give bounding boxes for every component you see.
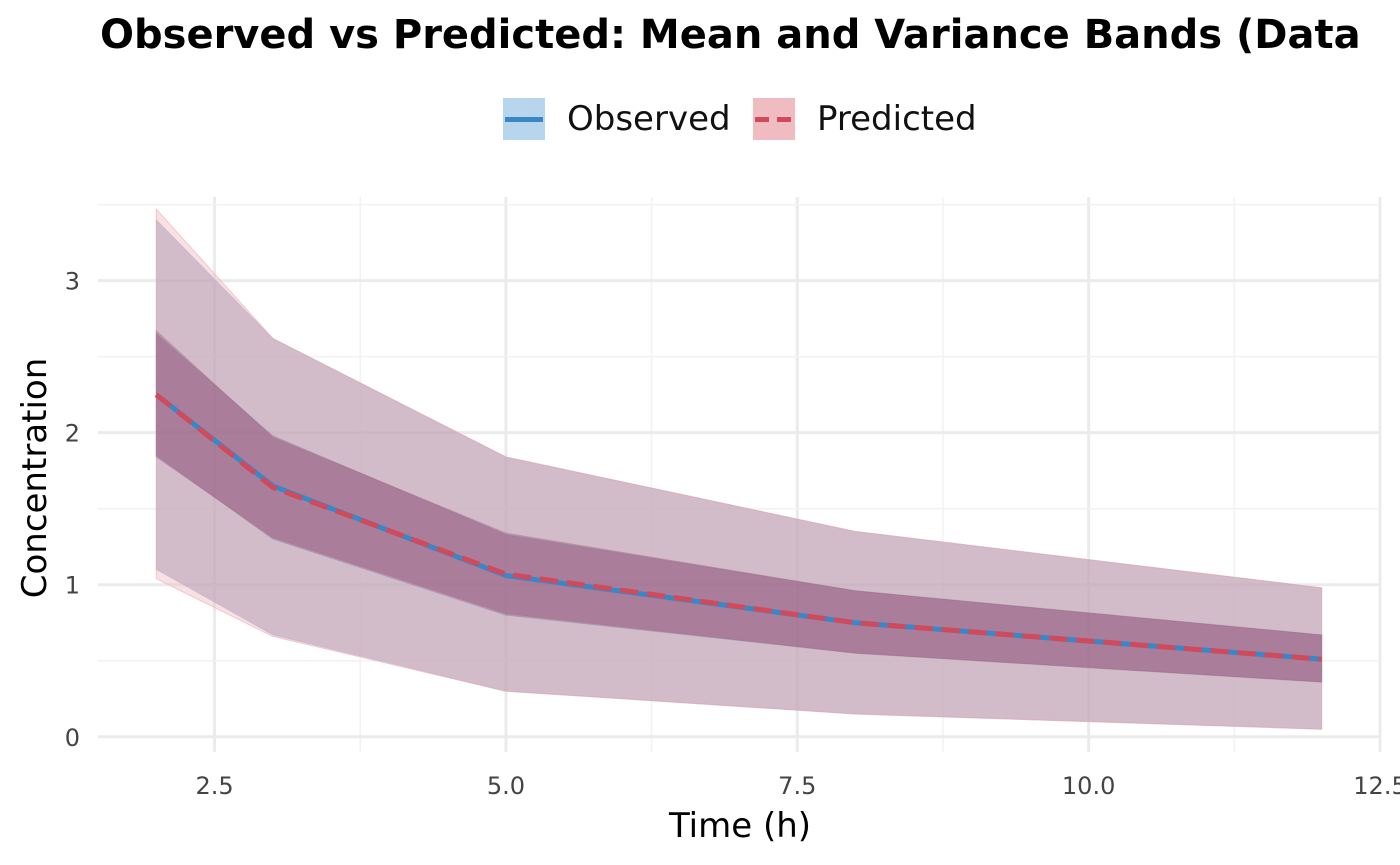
chart-title: Observed vs Predicted: Mean and Variance…: [100, 12, 1361, 58]
bands: [155, 207, 1323, 730]
x-tick-label: 5.0: [487, 772, 525, 800]
legend: Observed Predicted: [0, 96, 1400, 142]
legend-label-observed: Observed: [567, 99, 731, 139]
y-tick-label: 2: [65, 420, 80, 448]
legend-line-predicted: [755, 117, 793, 122]
tick-labels: 2.5 5.0 7.5 10.0 12.5 0 1 2 3: [65, 268, 1400, 800]
legend-label-predicted: Predicted: [817, 99, 977, 139]
mean-lines: [154, 392, 1322, 662]
x-tick-label: 2.5: [195, 772, 233, 800]
legend-item-predicted: Predicted: [753, 96, 977, 142]
x-tick-label: 12.5: [1353, 772, 1400, 800]
y-tick-label: 1: [65, 572, 80, 600]
legend-key-observed: [503, 98, 545, 140]
grid: [98, 197, 1382, 752]
legend-key-predicted: [753, 98, 795, 140]
y-tick-label: 0: [65, 724, 80, 752]
y-tick-label: 3: [65, 268, 80, 296]
x-axis-title: Time (h): [668, 806, 811, 846]
mean-line-predicted: [154, 392, 1322, 662]
outer-band-overlap: [156, 219, 1322, 730]
y-axis-title: Concentration: [15, 358, 55, 599]
x-tick-label: 7.5: [778, 772, 816, 800]
inner-band-predicted: [155, 329, 1323, 683]
inner-band-observed: [155, 332, 1323, 683]
legend-item-observed: Observed: [503, 96, 731, 142]
x-tick-label: 10.0: [1062, 772, 1115, 800]
legend-line-observed: [505, 117, 543, 122]
outer-band-predicted: [155, 207, 1323, 730]
